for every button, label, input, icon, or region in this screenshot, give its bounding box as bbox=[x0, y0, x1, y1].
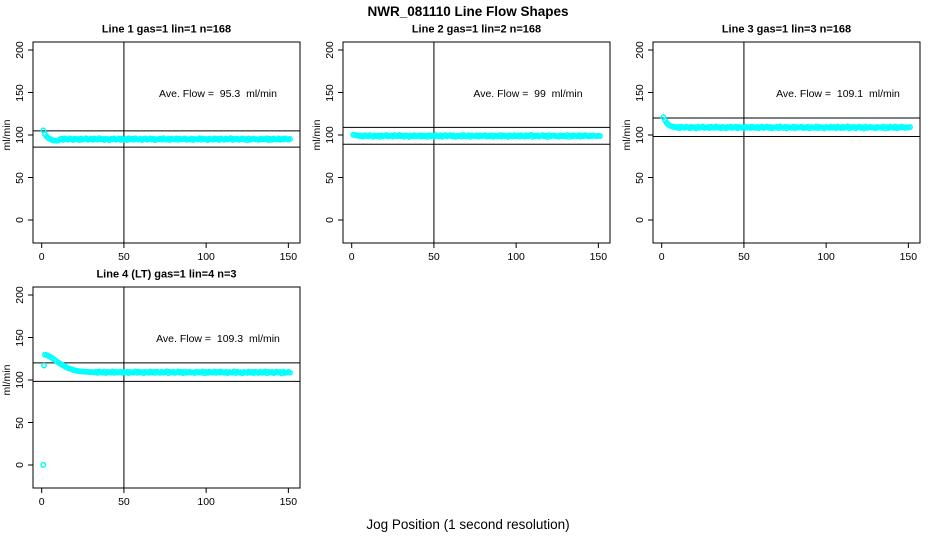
y-tick-label: 50 bbox=[323, 171, 336, 184]
ave-flow-annotation: Ave. Flow = 109.1 ml/min bbox=[776, 87, 900, 100]
scatter-series bbox=[40, 351, 293, 468]
y-tick-label: 200 bbox=[323, 41, 336, 59]
plot-box bbox=[32, 286, 301, 489]
x-tick-label: 50 bbox=[738, 250, 750, 263]
outlier-data-point bbox=[41, 362, 47, 369]
data-point bbox=[287, 369, 293, 376]
y-axis-label: ml/min bbox=[0, 119, 13, 151]
y-axis-label: ml/min bbox=[310, 119, 323, 151]
x-tick-label: 150 bbox=[279, 250, 298, 263]
plot-box bbox=[342, 41, 611, 244]
y-tick-label: 50 bbox=[13, 416, 26, 429]
data-point bbox=[287, 136, 293, 142]
y-tick-label: 100 bbox=[13, 126, 26, 144]
ave-flow-annotation: Ave. Flow = 95.3 ml/min bbox=[159, 87, 277, 100]
panel-2 bbox=[338, 41, 611, 248]
x-tick-label: 0 bbox=[348, 250, 355, 263]
y-tick-label: 150 bbox=[633, 83, 646, 102]
panel-1 bbox=[28, 41, 301, 248]
panel-title: Line 1 gas=1 lin=1 n=168 bbox=[101, 23, 232, 36]
y-tick-label: 0 bbox=[13, 217, 26, 223]
x-tick-label: 150 bbox=[589, 250, 608, 263]
scatter-series bbox=[350, 131, 603, 140]
y-tick-label: 100 bbox=[633, 126, 646, 144]
y-tick-label: 150 bbox=[13, 328, 26, 347]
x-tick-label: 150 bbox=[279, 495, 298, 508]
data-point bbox=[907, 124, 913, 131]
x-tick-label: 0 bbox=[38, 250, 45, 263]
panel-3 bbox=[648, 41, 921, 248]
x-tick-label: 100 bbox=[507, 250, 525, 263]
plot-box bbox=[652, 41, 921, 244]
x-tick-label: 100 bbox=[197, 250, 215, 263]
panel-title: Line 2 gas=1 lin=2 n=168 bbox=[411, 23, 542, 36]
figure-title: NWR_081110 Line Flow Shapes bbox=[367, 4, 569, 19]
scatter-series bbox=[660, 114, 913, 132]
y-tick-label: 200 bbox=[13, 286, 26, 304]
x-axis-label: Jog Position (1 second resolution) bbox=[366, 517, 570, 532]
x-tick-label: 50 bbox=[118, 495, 130, 508]
x-tick-label: 50 bbox=[428, 250, 440, 263]
ave-flow-annotation: Ave. Flow = 99 ml/min bbox=[473, 87, 583, 100]
x-tick-label: 100 bbox=[817, 250, 835, 263]
outlier-data-point bbox=[40, 462, 47, 468]
y-tick-label: 0 bbox=[13, 462, 26, 468]
y-tick-label: 100 bbox=[13, 371, 26, 389]
data-point bbox=[597, 133, 603, 139]
y-tick-label: 150 bbox=[323, 83, 336, 102]
y-tick-label: 0 bbox=[633, 217, 646, 223]
y-axis-label: ml/min bbox=[620, 119, 633, 151]
x-tick-label: 150 bbox=[899, 250, 918, 263]
scatter-series bbox=[40, 127, 293, 144]
y-tick-label: 50 bbox=[633, 171, 646, 184]
x-tick-label: 0 bbox=[658, 250, 665, 263]
x-tick-label: 50 bbox=[118, 250, 130, 263]
panel-title: Line 3 gas=1 lin=3 n=168 bbox=[721, 23, 852, 36]
x-tick-label: 100 bbox=[197, 495, 215, 508]
y-tick-label: 150 bbox=[13, 83, 26, 102]
panel-title: Line 4 (LT) gas=1 lin=4 n=3 bbox=[96, 268, 237, 281]
y-tick-label: 100 bbox=[323, 126, 336, 144]
y-tick-label: 50 bbox=[13, 171, 26, 184]
y-axis-label: ml/min bbox=[0, 364, 13, 396]
x-tick-label: 0 bbox=[38, 495, 45, 508]
y-tick-label: 200 bbox=[633, 41, 646, 59]
panel-4 bbox=[28, 286, 301, 493]
plot-box bbox=[32, 41, 301, 244]
ave-flow-annotation: Ave. Flow = 109.3 ml/min bbox=[156, 332, 280, 345]
y-tick-label: 200 bbox=[13, 41, 26, 59]
y-tick-label: 0 bbox=[323, 217, 336, 223]
